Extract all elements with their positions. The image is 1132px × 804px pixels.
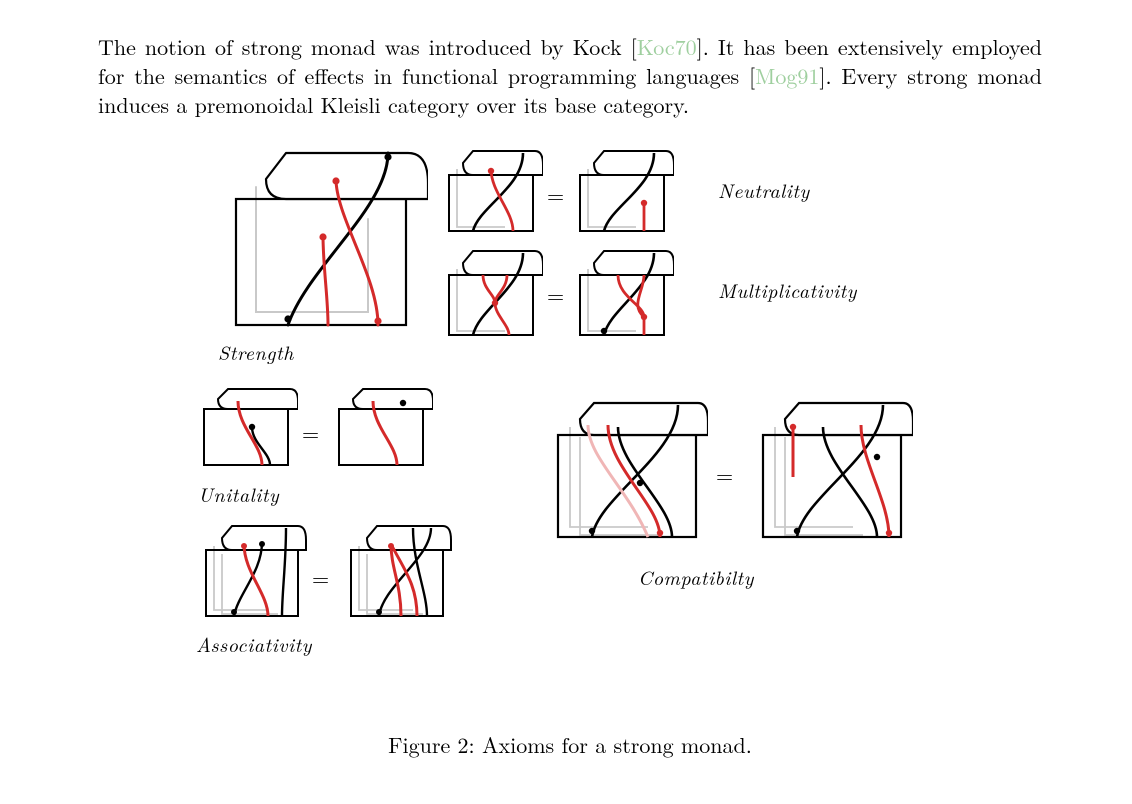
intro-paragraph: The notion of strong monad was introduce…: [98, 32, 1042, 119]
diagram-unitality-rhs: [333, 387, 433, 472]
eq-unitality: =: [302, 417, 319, 448]
label-unitality: Unitality: [198, 479, 279, 508]
diagram-multiplicativity-rhs: [574, 247, 674, 342]
eq-neutrality: =: [547, 179, 564, 210]
diagram-compatibility-lhs: [548, 397, 708, 547]
diagram-associativity-rhs: [343, 522, 453, 622]
eq-associativity: =: [312, 562, 329, 593]
page-root: The notion of strong monad was introduce…: [0, 0, 1132, 780]
cite-koc70[interactable]: Koc70: [637, 31, 697, 62]
diagram-neutrality-rhs: [574, 147, 674, 237]
diagram-strength: [228, 147, 428, 342]
label-neutrality: Neutrality: [718, 175, 810, 204]
diagram-multiplicativity-lhs: [443, 247, 543, 342]
diagram-neutrality-lhs: [443, 147, 543, 237]
diagram-associativity-lhs: [198, 522, 308, 622]
figure-caption: Figure 2: Axioms for a strong monad.: [98, 729, 1042, 760]
diagram-compatibility-rhs: [753, 397, 913, 547]
eq-multiplicativity: =: [547, 279, 564, 310]
cite-mog91[interactable]: Mog91: [755, 60, 819, 91]
diagram-unitality-lhs: [198, 387, 298, 472]
para-pre: The notion of strong monad was introduce…: [98, 31, 637, 62]
label-strength: Strength: [218, 337, 294, 366]
label-associativity: Associativity: [196, 629, 312, 658]
label-compatibility: Compatibilty: [638, 562, 754, 591]
label-multiplicativity: Multiplicativity: [718, 275, 857, 304]
figure-2: Strength = Neutrality: [118, 137, 1058, 717]
eq-compatibility: =: [716, 459, 733, 490]
